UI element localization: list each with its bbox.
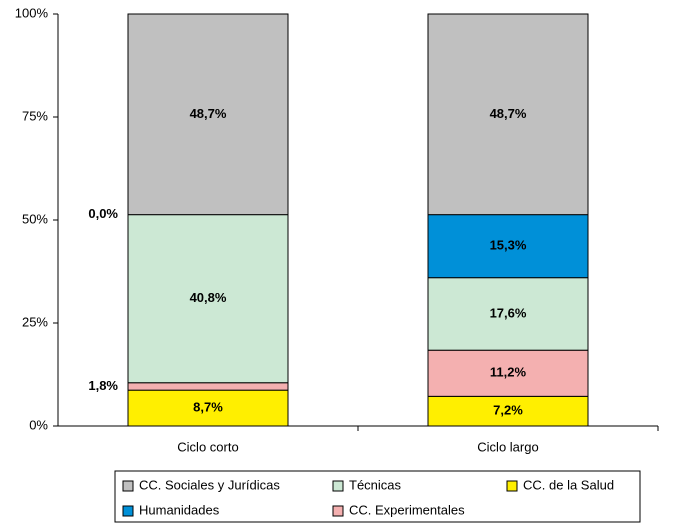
- legend-swatch: [506, 480, 518, 492]
- bar-segment: [427, 277, 589, 351]
- bar-segment: [427, 214, 589, 279]
- bar-segment: [127, 382, 289, 391]
- legend-label: Técnicas: [349, 477, 402, 492]
- legend-box: [114, 470, 641, 523]
- y-tick-label: 75%: [22, 108, 48, 123]
- value-label: 15,3%: [490, 238, 527, 253]
- value-label: 48,7%: [490, 106, 527, 121]
- y-tick-label: 25%: [22, 314, 48, 329]
- legend-label: Humanidades: [139, 502, 220, 517]
- value-label: 48,7%: [190, 106, 227, 121]
- legend-label: CC. Experimentales: [349, 502, 465, 517]
- bar-segment: [427, 13, 589, 216]
- y-tick-label: 0%: [29, 417, 48, 432]
- legend-swatch: [122, 480, 134, 492]
- value-label: 0,0%: [88, 206, 118, 221]
- y-tick-label: 50%: [22, 211, 48, 226]
- x-tick-label: Ciclo largo: [477, 439, 538, 454]
- value-label: 17,6%: [490, 305, 527, 320]
- bar-segment: [127, 13, 289, 216]
- x-tick-label: Ciclo corto: [177, 439, 238, 454]
- legend-label: CC. de la Salud: [523, 477, 614, 492]
- value-label: 40,8%: [190, 290, 227, 305]
- legend-swatch: [122, 505, 134, 517]
- legend-swatch: [332, 505, 344, 517]
- value-label: 1,8%: [88, 378, 118, 393]
- legend-swatch: [332, 480, 344, 492]
- y-tick-label: 100%: [15, 5, 49, 20]
- bar-segment: [427, 349, 589, 397]
- value-label: 7,2%: [493, 403, 523, 418]
- value-label: 11,2%: [490, 365, 527, 380]
- bar-segment: [427, 395, 589, 427]
- legend-label: CC. Sociales y Jurídicas: [139, 477, 280, 492]
- value-label: 8,7%: [193, 400, 223, 415]
